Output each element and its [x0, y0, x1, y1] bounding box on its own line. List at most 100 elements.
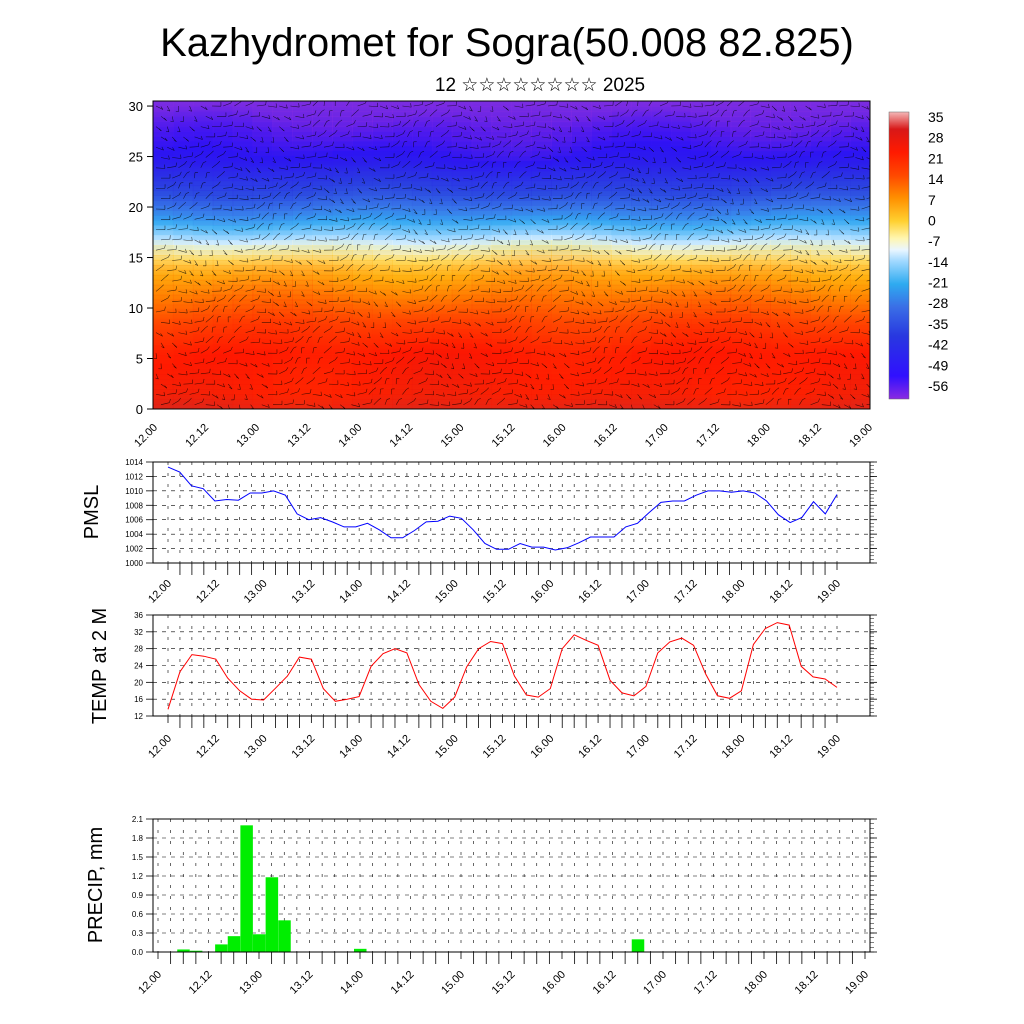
temperature-cell: [611, 284, 632, 291]
temperature-cell: [690, 404, 712, 409]
wind-barb: [776, 136, 786, 139]
wind-barb: [855, 239, 865, 242]
temperature-cell: [531, 339, 552, 346]
temperature-cell: [830, 364, 851, 370]
temperature-cell: [750, 384, 772, 390]
temperature-cell: [153, 374, 174, 380]
wind-barb: [575, 260, 585, 262]
temperature-cell: [192, 269, 214, 276]
wind-barb-feather: [582, 273, 586, 276]
wind-barb: [855, 219, 865, 222]
temperature-cell: [830, 170, 851, 177]
temperature-cell: [750, 324, 772, 331]
wind-barb: [832, 133, 841, 138]
temperature-cell: [551, 235, 572, 241]
temperature-cell: [631, 225, 652, 231]
temperature-cell: [392, 394, 413, 400]
wind-barb-feather: [740, 264, 744, 266]
temperature-cell: [392, 110, 413, 117]
temperature-cell: [810, 135, 831, 142]
wind-barb: [396, 218, 406, 220]
wind-barb-feather: [781, 110, 785, 112]
temperature-cell: [690, 259, 712, 266]
temperature-cell: [252, 210, 274, 216]
wind-barb-feather: [842, 210, 846, 214]
wind-barb: [245, 147, 250, 153]
temperature-cell: [212, 155, 234, 162]
temperature-cell: [551, 394, 572, 400]
temperature-cell: [411, 294, 433, 301]
wind-barb: [167, 249, 177, 251]
temperature-cell: [252, 334, 274, 341]
wind-barb: [368, 224, 373, 230]
wind-barb-feather: [280, 175, 283, 180]
temperature-cell: [192, 155, 214, 162]
wind-barb-feather: [845, 248, 848, 253]
wind-barb: [731, 219, 736, 225]
temperature-cell: [292, 299, 313, 306]
temperature-cell: [571, 289, 592, 296]
wind-barb-feather: [185, 289, 188, 294]
temperature-cell: [810, 225, 831, 231]
temperature-cell: [212, 200, 234, 206]
temperature-cell: [471, 319, 493, 326]
temperature-cell: [192, 304, 214, 311]
temperature-cell: [631, 175, 652, 182]
wind-barb: [530, 134, 540, 138]
wind-barb-feather: [840, 305, 844, 307]
wind-barb: [172, 300, 182, 302]
temperature-cell: [312, 339, 333, 346]
wind-barb-feather: [332, 200, 336, 203]
wind-barb: [592, 183, 596, 189]
wind-barb-feather: [224, 253, 228, 256]
wind-barb: [592, 249, 600, 254]
temperature-cell: [411, 384, 433, 390]
temperature-cell: [611, 369, 632, 375]
temperature-cell: [531, 304, 552, 311]
temperature-cell: [212, 215, 234, 221]
temperature-cell: [292, 180, 313, 187]
wind-barb: [704, 291, 712, 296]
wind-barb-feather: [643, 146, 646, 150]
temperature-cell: [551, 220, 572, 226]
wind-barb-feather: [557, 151, 561, 153]
wind-barb: [749, 103, 758, 107]
wind-barb: [519, 133, 528, 138]
temperature-cell: [650, 115, 672, 122]
temperature-cell: [491, 250, 513, 256]
wind-barb-feather: [533, 141, 536, 146]
wind-barb-feather: [167, 294, 171, 299]
temperature-cell: [710, 130, 732, 137]
wind-barb-feather: [730, 230, 734, 234]
wind-barb: [698, 134, 707, 138]
temperature-cell: [591, 339, 612, 346]
temperature-cell: [551, 294, 572, 301]
wind-barb: [832, 260, 842, 263]
temperature-cell: [850, 274, 870, 281]
wind-barb-feather: [822, 284, 826, 288]
wind-barb-feather: [530, 284, 534, 288]
temperature-cell: [631, 190, 652, 196]
temperature-cell: [730, 384, 752, 390]
temperature-cell: [272, 180, 294, 187]
temperature-cell: [830, 200, 851, 206]
wind-barb: [799, 280, 809, 283]
temperature-cell: [591, 150, 612, 157]
wind-barb: [861, 105, 869, 110]
temperature-cell: [770, 105, 791, 112]
wind-barb: [435, 103, 444, 107]
wind-barb-feather: [184, 160, 188, 165]
wind-barb-feather: [689, 165, 692, 170]
wind-barb: [390, 311, 396, 318]
wind-barb-feather: [464, 243, 468, 247]
wind-barb-feather: [247, 110, 250, 115]
temperature-cell: [631, 354, 652, 360]
temperature-cell: [471, 304, 493, 311]
temperature-cell: [531, 399, 552, 405]
wind-barb: [704, 311, 713, 316]
wind-barb: [194, 320, 204, 323]
wind-barb-feather: [158, 128, 162, 132]
temperature-cell: [252, 105, 274, 112]
temperature-cell: [172, 319, 194, 326]
wind-barb: [771, 311, 779, 317]
